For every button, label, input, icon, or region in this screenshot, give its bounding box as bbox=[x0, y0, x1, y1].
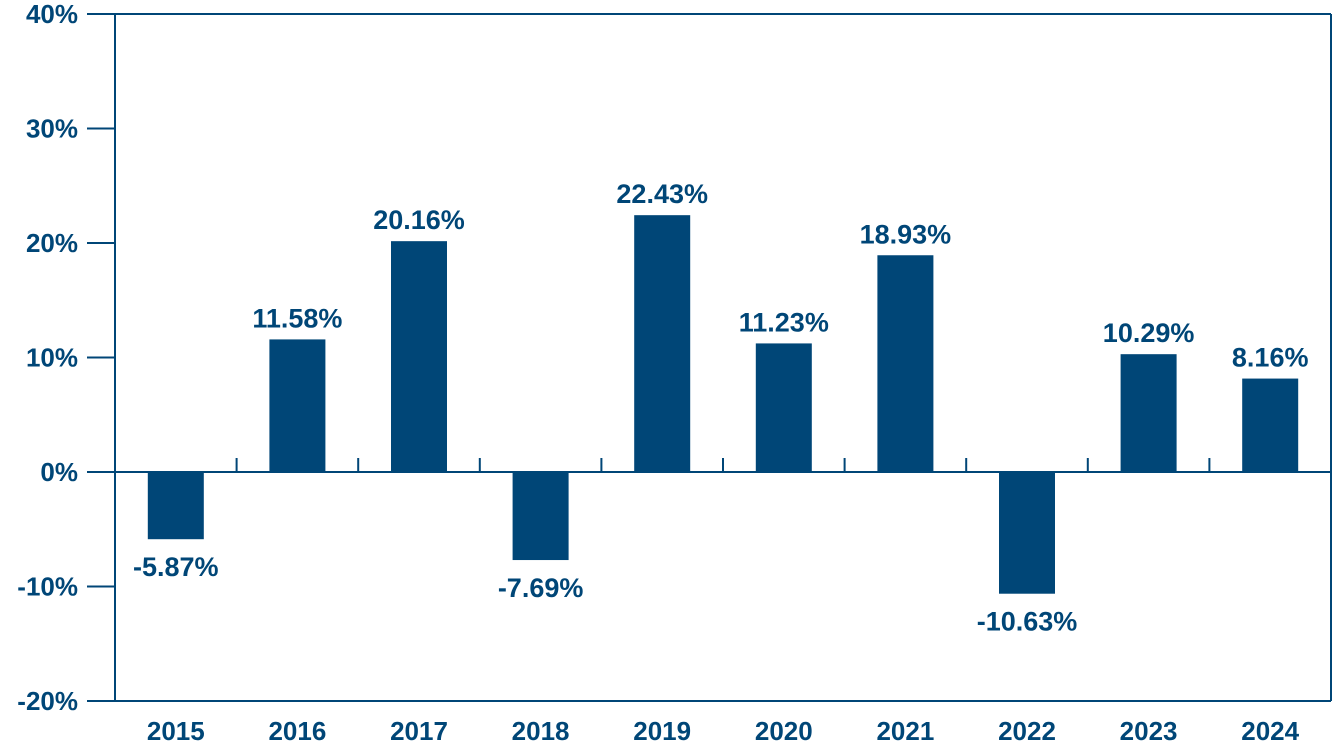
x-tick-label: 2015 bbox=[147, 716, 205, 746]
y-tick-label: -20% bbox=[17, 686, 78, 716]
data-label-2023: 10.29% bbox=[1103, 318, 1195, 348]
data-label-2019: 22.43% bbox=[616, 179, 708, 209]
data-label-2018: -7.69% bbox=[498, 573, 584, 603]
data-labels: -5.87% 11.58% 20.16% -7.69% 22.43% 11.23% 18.9… bbox=[133, 179, 1308, 637]
data-label-2020: 11.23% bbox=[739, 307, 829, 337]
y-tick-label: 20% bbox=[26, 228, 78, 258]
data-label-2015: -5.87% bbox=[133, 552, 219, 582]
x-tick-label: 2020 bbox=[755, 716, 813, 746]
bar-2015 bbox=[147, 472, 204, 540]
data-label-2021: 18.93% bbox=[860, 219, 952, 249]
bar-2016 bbox=[269, 339, 326, 472]
y-tick-label: 0% bbox=[40, 457, 78, 487]
y-tick-label: 40% bbox=[26, 0, 78, 29]
bar-2022 bbox=[999, 472, 1055, 594]
data-label-2017: 20.16% bbox=[373, 205, 465, 235]
x-axis bbox=[115, 13, 1331, 702]
x-tick-label: 2024 bbox=[1241, 716, 1299, 746]
x-tick-label: 2017 bbox=[390, 716, 448, 746]
data-label-2016: 11.58% bbox=[252, 303, 342, 333]
x-tick-label: 2016 bbox=[268, 716, 326, 746]
bar-2017 bbox=[391, 241, 447, 472]
bar-2019 bbox=[634, 215, 691, 472]
x-tick-label: 2023 bbox=[1120, 716, 1178, 746]
bar-2020 bbox=[755, 343, 812, 472]
data-label-2022: -10.63% bbox=[977, 607, 1078, 637]
y-tick-label: -10% bbox=[17, 572, 78, 602]
bar-2018 bbox=[512, 472, 569, 561]
x-tick-label: 2019 bbox=[633, 716, 691, 746]
y-tick-label: 10% bbox=[26, 343, 78, 373]
y-axis: 40% 30% 20% 10% 0% -10% -20% bbox=[17, 0, 1332, 716]
x-tick-labels: 2015 2016 2017 2018 2019 2020 2021 2022 2023 2024 bbox=[147, 716, 1300, 746]
x-tick-label: 2022 bbox=[998, 716, 1056, 746]
x-tick-label: 2021 bbox=[876, 716, 934, 746]
y-tick-label: 30% bbox=[26, 114, 78, 144]
data-label-2024: 8.16% bbox=[1232, 343, 1309, 373]
bar-2021 bbox=[877, 255, 934, 472]
bar-2023 bbox=[1120, 354, 1177, 472]
x-tick-label: 2018 bbox=[512, 716, 570, 746]
bar-series bbox=[147, 215, 1299, 594]
bar-2024 bbox=[1242, 378, 1299, 472]
